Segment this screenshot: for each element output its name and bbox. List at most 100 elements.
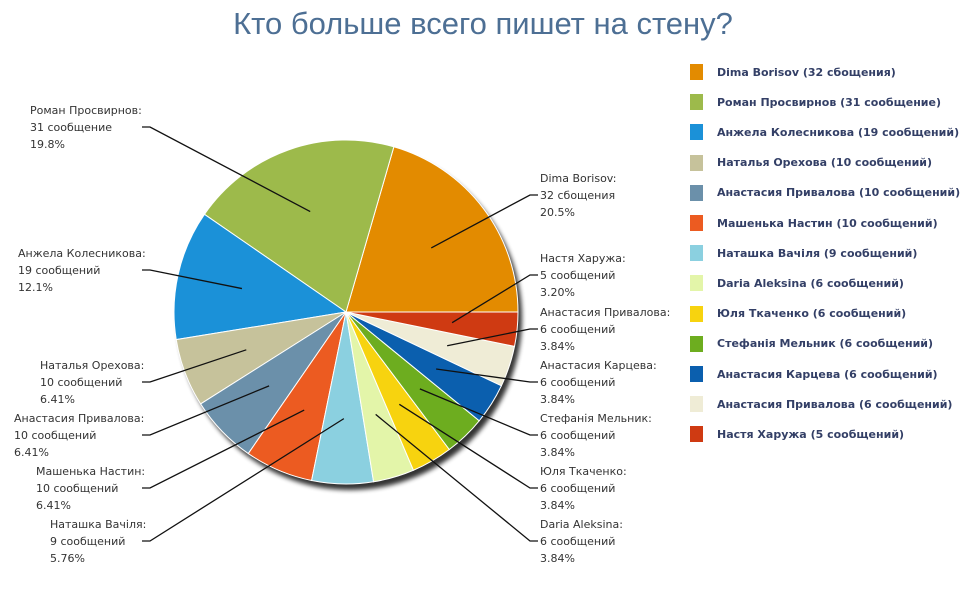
callout-count: 5 сообщений: [540, 269, 616, 282]
callout-label: Анастасия Карцева: 6 сообщений 3.84%: [540, 357, 657, 408]
callout-leader-line: [142, 126, 311, 213]
legend-swatch: [690, 305, 703, 322]
legend-swatch: [690, 154, 703, 171]
callout-percent: 3.84%: [540, 340, 575, 353]
pie-slice[interactable]: [203, 139, 395, 313]
legend-label: Юля Ткаченко (6 сообщений): [717, 307, 907, 321]
legend-swatch: [690, 64, 703, 80]
callout-leader-line: [419, 388, 538, 436]
callout-count: 6 сообщений: [540, 482, 616, 495]
legend-swatch: [690, 335, 703, 352]
callout-leader-line: [430, 194, 538, 249]
callout-label: Роман Просвирнов: 31 сообщение 19.8%: [30, 102, 142, 153]
legend-item[interactable]: Daria Aleksina (6 сообщений): [690, 273, 904, 293]
callout-percent: 3.84%: [540, 393, 575, 406]
callout-name: Стефанія Мельник:: [540, 412, 652, 425]
callout-label: Анастасия Привалова: 6 сообщений 3.84%: [540, 304, 670, 355]
callout-leader-line: [436, 368, 538, 383]
callout-percent: 6.41%: [36, 499, 71, 512]
callout-percent: 12.1%: [18, 281, 53, 294]
legend-label: Daria Aleksina (6 сообщений): [717, 276, 904, 290]
callout-count: 6 сообщений: [540, 323, 616, 336]
legend-item[interactable]: Dima Borisov (32 сбощения): [690, 62, 896, 82]
callout-name: Машенька Настин:: [36, 465, 146, 478]
legend-item[interactable]: Стефанія Мельник (6 сообщений): [690, 334, 933, 354]
pie-slice[interactable]: [173, 213, 348, 341]
legend-item[interactable]: Машенька Настин (10 сообщений): [690, 213, 938, 233]
callout-leader-line: [375, 413, 538, 542]
callout-count: 31 сообщение: [30, 121, 113, 134]
callout-percent: 3.84%: [540, 499, 575, 512]
callout-label: Юля Ткаченко: 6 сообщений 3.84%: [540, 463, 627, 514]
callout-percent: 6.41%: [40, 393, 75, 406]
legend-item[interactable]: Настя Харужа (5 сообщений): [690, 424, 904, 444]
callout-name: Анастасия Привалова:: [540, 306, 671, 319]
callout-percent: 6.41%: [14, 446, 49, 459]
callout-label: Наталья Орехова: 10 сообщений 6.41%: [40, 357, 144, 408]
legend-item[interactable]: Анастасия Карцева (6 сообщений): [690, 364, 938, 384]
legend-label: Анастасия Карцева (6 сообщений): [717, 367, 938, 381]
callout-label: Стефанія Мельник: 6 сообщений 3.84%: [540, 410, 652, 461]
legend-swatch: [690, 124, 703, 141]
callout-name: Юля Ткаченко:: [540, 465, 627, 478]
legend-item[interactable]: Юля Ткаченко (6 сообщений): [690, 304, 906, 324]
callout-count: 6 сообщений: [540, 429, 616, 442]
callout-name: Настя Харужа:: [540, 252, 626, 265]
callout-name: Наталья Орехова:: [40, 359, 145, 372]
legend-item[interactable]: Наташка Вачіля (9 сообщений): [690, 243, 917, 263]
legend-label: Анастасия Привалова (6 сообщений): [717, 397, 953, 411]
callout-count: 10 сообщений: [36, 482, 119, 495]
callout-label: Наташка Вачіля: 9 сообщений 5.76%: [50, 516, 146, 567]
legend-swatch: [690, 396, 703, 413]
legend-label: Стефанія Мельник (6 сообщений): [717, 337, 934, 351]
legend-label: Анжела Колесникова (19 сообщений): [717, 125, 960, 139]
legend-item[interactable]: Анастасия Привалова (10 сообщений): [690, 183, 960, 203]
legend-item[interactable]: Анжела Колесникова (19 сообщений): [690, 122, 959, 142]
callout-count: 6 сообщений: [540, 376, 616, 389]
pie-slice[interactable]: [345, 146, 519, 313]
callout-leader-line: [451, 274, 538, 324]
legend-swatch: [690, 245, 703, 262]
legend-item[interactable]: Роман Просвирнов (31 сообщение): [690, 92, 941, 112]
callout-name: Daria Aleksina:: [540, 518, 623, 531]
callout-percent: 3.84%: [540, 552, 575, 565]
pie-slice[interactable]: [345, 311, 519, 347]
callout-name: Анжела Колесникова:: [18, 247, 146, 260]
callout-label: Daria Aleksina: 6 сообщений 3.84%: [540, 516, 623, 567]
callout-count: 10 сообщений: [40, 376, 123, 389]
legend-item[interactable]: Анастасия Привалова (6 сообщений): [690, 394, 952, 414]
legend-label: Анастасия Привалова (10 сообщений): [717, 186, 961, 200]
callout-label: Машенька Настин: 10 сообщений 6.41%: [36, 463, 145, 514]
legend-swatch: [690, 215, 703, 231]
callout-leader-line: [398, 403, 538, 489]
legend-item[interactable]: Наталья Орехова (10 сообщений): [690, 153, 932, 173]
callout-percent: 20.5%: [540, 206, 575, 219]
callout-label: Анастасия Привалова: 10 сообщений 6.41%: [14, 410, 144, 461]
callout-percent: 3.20%: [540, 286, 575, 299]
callout-leader-line: [142, 269, 243, 290]
legend-swatch: [690, 426, 703, 443]
callout-name: Роман Просвирнов:: [30, 104, 142, 117]
callout-count: 10 сообщений: [14, 429, 97, 442]
callout-leader-line: [142, 385, 270, 436]
legend-label: Настя Харужа (5 сообщений): [717, 427, 905, 441]
callout-percent: 19.8%: [30, 138, 65, 151]
callout-label: Dima Borisov: 32 сбощения 20.5%: [540, 170, 616, 221]
callout-count: 6 сообщений: [540, 535, 616, 548]
callout-percent: 3.84%: [540, 446, 575, 459]
callout-label: Анжела Колесникова: 19 сообщений 12.1%: [18, 245, 146, 296]
callout-leader-line: [447, 328, 538, 347]
legend-label: Машенька Настин (10 сообщений): [717, 216, 938, 230]
legend-swatch: [690, 94, 703, 111]
callout-name: Наташка Вачіля:: [50, 518, 147, 531]
callout-count: 32 сбощения: [540, 189, 616, 202]
legend-label: Наталья Орехова (10 сообщений): [717, 156, 933, 170]
legend-label: Dima Borisov (32 сбощения): [717, 65, 896, 79]
chart-title: Кто больше всего пишет на стену?: [233, 6, 733, 41]
legend-swatch: [690, 275, 703, 292]
callout-count: 19 сообщений: [18, 264, 101, 277]
legend-label: Роман Просвирнов (31 сообщение): [717, 95, 942, 109]
callout-leader-line: [142, 418, 345, 542]
callout-name: Анастасия Привалова:: [14, 412, 145, 425]
